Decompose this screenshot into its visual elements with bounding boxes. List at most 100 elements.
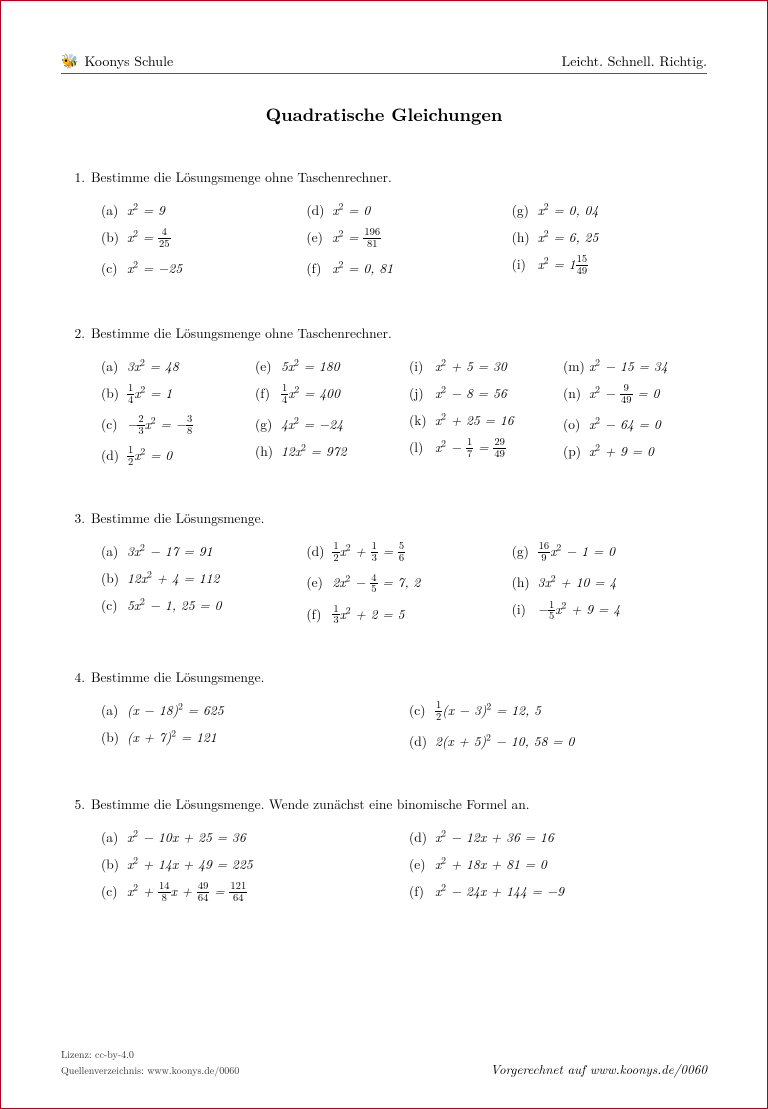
item-label: (e) bbox=[306, 227, 332, 250]
exercise-item: (m)x2 − 15 = 34 bbox=[563, 356, 707, 375]
exercise-item: (f)13x2 + 2 = 5 bbox=[306, 604, 501, 627]
item-math: 12x2 + 13 = 56 bbox=[332, 541, 405, 564]
exercise-item: (c)−23x2 = −38 bbox=[101, 414, 245, 437]
exercise-prompt: 4.Bestimme die Lösungsmenge. bbox=[61, 667, 707, 686]
item-math: x2 − 64 = 0 bbox=[589, 414, 661, 433]
item-label: (a) bbox=[101, 200, 127, 219]
exercise-item: (h)x2 = 6, 25 bbox=[512, 227, 707, 246]
item-math: x2 + 25 = 16 bbox=[435, 410, 514, 429]
exercise-item: (b)x2 = 425 bbox=[101, 227, 296, 250]
exercise-prompt: 5.Bestimme die Lösungsmenge. Wende zunäc… bbox=[61, 794, 707, 813]
item-label: (f) bbox=[255, 383, 281, 406]
item-label: (m) bbox=[563, 356, 589, 375]
exercise-items: (a)(x − 18)2 = 625(b)(x + 7)2 = 121(c)12… bbox=[61, 700, 707, 756]
exercise-item: (p)x2 + 9 = 0 bbox=[563, 441, 707, 460]
exercise-item: (e)5x2 = 180 bbox=[255, 356, 399, 375]
exercise-item: (c)x2 = −25 bbox=[101, 258, 296, 277]
exercise-item: (e)2x2 − 45 = 7, 2 bbox=[306, 572, 501, 595]
exercise-item: (d)12x2 = 0 bbox=[101, 445, 245, 468]
item-label: (f) bbox=[409, 881, 435, 900]
exercise-number: 2. bbox=[61, 323, 91, 342]
item-math: x2 + 14x + 49 = 225 bbox=[127, 854, 253, 873]
item-label: (b) bbox=[101, 568, 127, 587]
item-math: x2 − 15 = 34 bbox=[589, 356, 668, 375]
item-label: (o) bbox=[563, 414, 589, 433]
exercise-item: (e)x2 = 19681 bbox=[306, 227, 501, 250]
exercise-item: (b)(x + 7)2 = 121 bbox=[101, 727, 399, 746]
exercise-prompt-text: Bestimme die Lösungsmenge. bbox=[91, 508, 264, 527]
item-label: (a) bbox=[101, 700, 127, 719]
item-label: (c) bbox=[101, 414, 127, 437]
exercise-item: (e)x2 + 18x + 81 = 0 bbox=[409, 854, 707, 873]
item-math: 12x2 = 0 bbox=[127, 445, 172, 468]
item-math: x2 = 0 bbox=[332, 200, 370, 219]
item-label: (k) bbox=[409, 410, 435, 429]
item-math: 14x2 = 1 bbox=[127, 383, 172, 406]
exercise-prompt: 1.Bestimme die Lösungsmenge ohne Taschen… bbox=[61, 167, 707, 186]
item-label: (c) bbox=[101, 595, 127, 614]
exercise-item: (i)x2 + 5 = 30 bbox=[409, 356, 553, 375]
exercise: 3.Bestimme die Lösungsmenge. (a)3x2 − 17 … bbox=[61, 508, 707, 629]
item-label: (i) bbox=[512, 254, 538, 277]
item-label: (f) bbox=[306, 258, 332, 277]
source-text: Quellenverzeichnis: www.koonys.de/0060 bbox=[61, 1062, 239, 1078]
item-math: x2 + 18x + 81 = 0 bbox=[435, 854, 547, 873]
exercise-items: (a)x2 − 10x + 25 = 36 (b)x2 + 14x + 49 = … bbox=[61, 827, 707, 910]
item-math: 2x2 − 45 = 7, 2 bbox=[332, 572, 420, 595]
exercise-item: (d)x2 − 12x + 36 = 16 bbox=[409, 827, 707, 846]
exercise-item: (b)12x2 + 4 = 112 bbox=[101, 568, 296, 587]
item-math: 3x2 + 10 = 4 bbox=[538, 572, 617, 591]
item-math: 5x2 − 1, 25 = 0 bbox=[127, 595, 222, 614]
item-math: x2 + 148x + 4964 = 12164 bbox=[127, 881, 247, 904]
footer-left: Lizenz: cc-by-4.0 Quellenverzeichnis: ww… bbox=[61, 1046, 239, 1078]
item-label: (b) bbox=[101, 727, 127, 746]
item-label: (p) bbox=[563, 441, 589, 460]
page-footer: Lizenz: cc-by-4.0 Quellenverzeichnis: ww… bbox=[61, 1046, 707, 1078]
exercise-item: (a)x2 = 9 bbox=[101, 200, 296, 219]
item-label: (d) bbox=[306, 541, 332, 564]
item-math: 13x2 + 2 = 5 bbox=[332, 604, 404, 627]
bee-icon: 🐝 bbox=[61, 51, 78, 71]
item-label: (i) bbox=[409, 356, 435, 375]
item-label: (b) bbox=[101, 854, 127, 873]
item-label: (c) bbox=[101, 881, 127, 904]
item-label: (a) bbox=[101, 356, 127, 375]
exercises-container: 1.Bestimme die Lösungsmenge ohne Taschen… bbox=[61, 167, 707, 910]
exercise-item: (f)x2 − 24x + 144 = −9 bbox=[409, 881, 707, 900]
exercise-item: (o)x2 − 64 = 0 bbox=[563, 414, 707, 433]
exercise: 1.Bestimme die Lösungsmenge ohne Taschen… bbox=[61, 167, 707, 285]
page-title: Quadratische Gleichungen bbox=[61, 102, 707, 127]
item-label: (e) bbox=[409, 854, 435, 873]
item-math: x2 − 24x + 144 = −9 bbox=[435, 881, 564, 900]
item-label: (n) bbox=[563, 383, 589, 406]
item-label: (b) bbox=[101, 227, 127, 250]
exercise-item: (a)x2 − 10x + 25 = 36 bbox=[101, 827, 399, 846]
item-label: (g) bbox=[255, 414, 281, 433]
item-math: 12x2 = 972 bbox=[281, 441, 347, 460]
item-label: (c) bbox=[409, 700, 435, 723]
item-math: −23x2 = −38 bbox=[127, 414, 193, 437]
exercise-item: (a)3x2 = 48 bbox=[101, 356, 245, 375]
item-label: (c) bbox=[101, 258, 127, 277]
item-label: (h) bbox=[512, 227, 538, 246]
page-header: 🐝 Koonys Schule Leicht. Schnell. Richtig… bbox=[61, 51, 707, 74]
exercise-item: (c)5x2 − 1, 25 = 0 bbox=[101, 595, 296, 614]
item-math: 14x2 = 400 bbox=[281, 383, 340, 406]
item-label: (b) bbox=[101, 383, 127, 406]
exercise-number: 1. bbox=[61, 167, 91, 186]
item-math: −15x2 + 9 = 4 bbox=[538, 599, 620, 622]
item-label: (h) bbox=[255, 441, 281, 460]
item-math: x2 = −25 bbox=[127, 258, 182, 277]
exercise-prompt-text: Bestimme die Lösungsmenge. bbox=[91, 667, 264, 686]
exercise-number: 3. bbox=[61, 508, 91, 527]
exercise-items: (a)x2 = 9(b)x2 = 425(c)x2 = −25(d)x2 = 0… bbox=[61, 200, 707, 285]
item-math: x2 − 8 = 56 bbox=[435, 383, 507, 402]
item-label: (g) bbox=[512, 541, 538, 564]
worksheet-page: 🐝 Koonys Schule Leicht. Schnell. Richtig… bbox=[0, 0, 768, 1109]
item-label: (f) bbox=[306, 604, 332, 627]
exercise-item: (g)4x2 = −24 bbox=[255, 414, 399, 433]
exercise-item: (a)3x2 − 17 = 91 bbox=[101, 541, 296, 560]
exercise-item: (n)x2 − 949 = 0 bbox=[563, 383, 707, 406]
item-math: x2 = 19681 bbox=[332, 227, 381, 250]
exercise: 5.Bestimme die Lösungsmenge. Wende zunäc… bbox=[61, 794, 707, 910]
